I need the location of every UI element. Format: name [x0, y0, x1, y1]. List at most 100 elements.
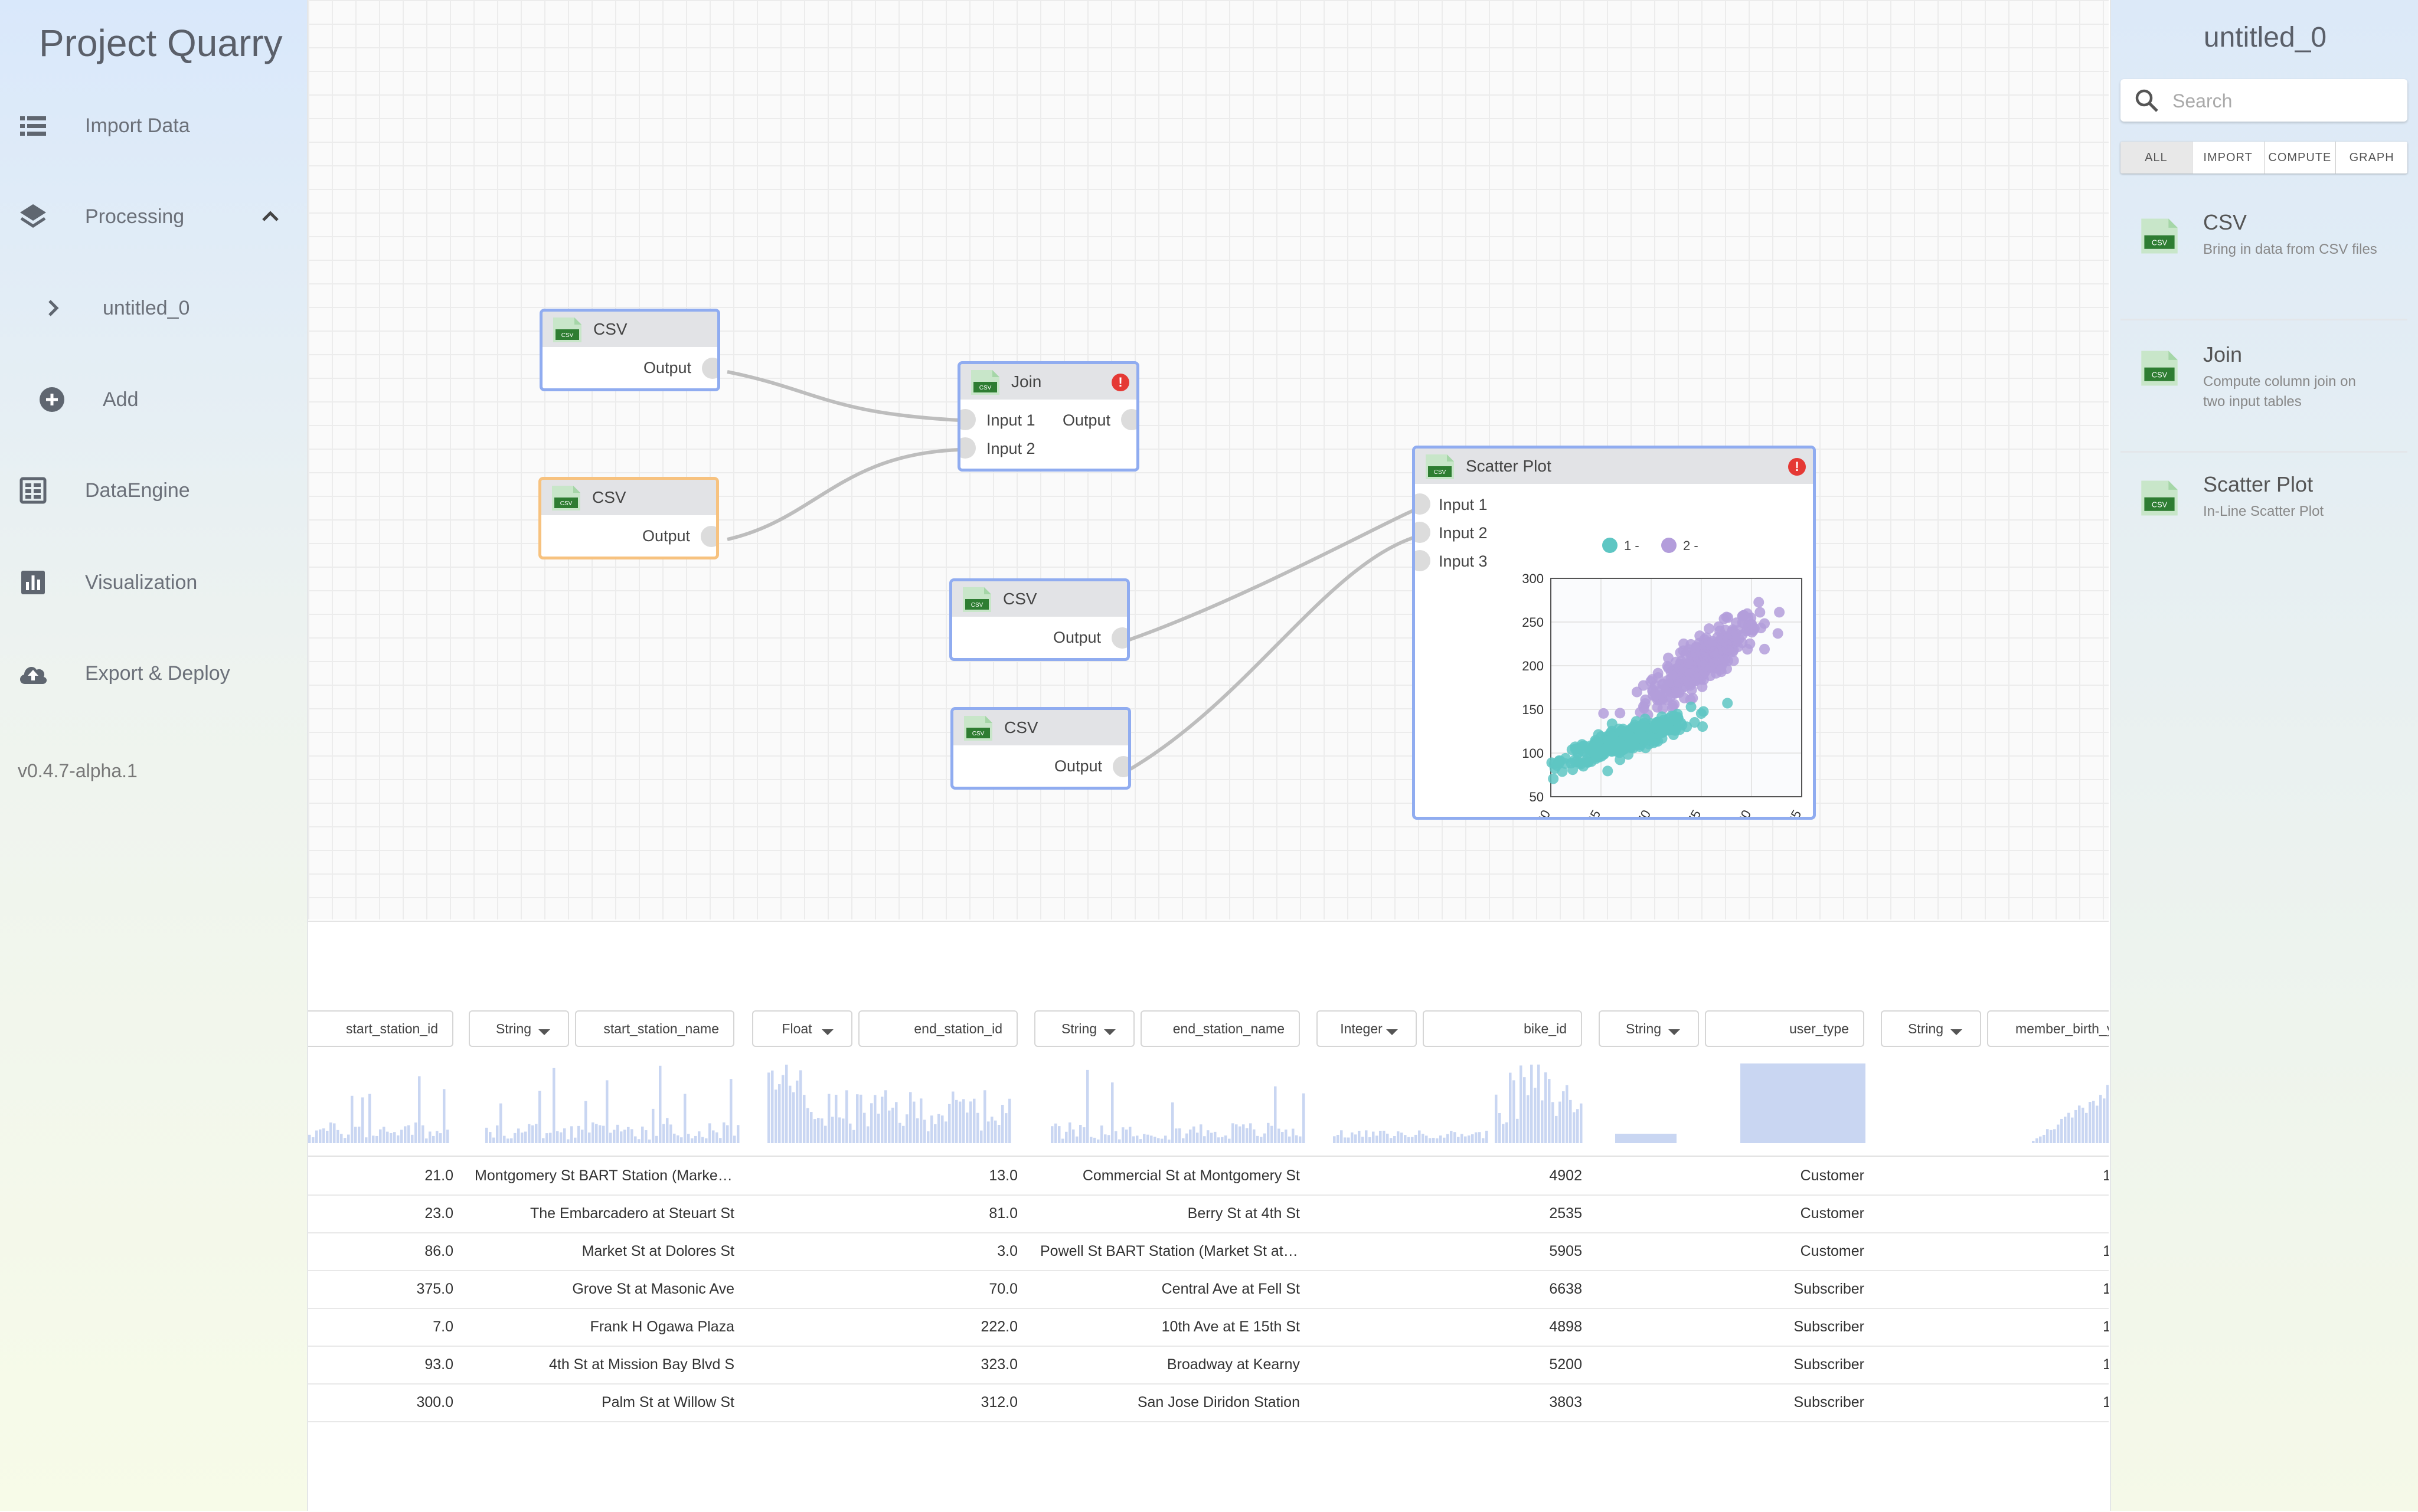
table-row[interactable]: 21.0 Montgomery St BART Station (Market …… [308, 1157, 2109, 1196]
node-header[interactable]: CSV CSV [543, 312, 717, 347]
node-title: CSV [593, 320, 628, 338]
error-icon[interactable]: ! [1788, 458, 1806, 476]
node-header[interactable]: CSV CSV [541, 480, 716, 515]
data-table: start_station_id String start_station_na… [308, 921, 2109, 1512]
scatter-point [1678, 645, 1689, 656]
library-item-description: Compute column join on two input tables [2203, 374, 2356, 410]
column-name-chip[interactable]: bike_id [1423, 1010, 1582, 1047]
table-row[interactable]: 300.0 Palm St at Willow St 312.0 San Jose D… [308, 1383, 2109, 1422]
scatter-point [1669, 725, 1681, 736]
csv-node[interactable]: CSV CSV Output [950, 707, 1131, 790]
table-cell: 2535 [1549, 1205, 1582, 1222]
node-title: CSV [592, 488, 626, 506]
csv-file-icon: CSV [962, 715, 995, 745]
x-tick-label: 75 [1684, 807, 1704, 817]
table-cell: 23.0 [424, 1205, 453, 1222]
column-type-select[interactable]: Float [752, 1010, 852, 1047]
x-tick-label: 70 [1633, 807, 1654, 817]
node-header[interactable]: CSV CSV [952, 581, 1127, 617]
table-cell: 1 [2022, 1243, 2109, 1260]
tab-import[interactable]: IMPORT [2192, 142, 2265, 174]
scatter-point [1598, 708, 1609, 719]
input-port[interactable] [960, 409, 976, 430]
scatter-point [1672, 712, 1684, 723]
table-row[interactable]: 86.0 Market St at Dolores St 3.0 Powell St … [308, 1232, 2109, 1271]
node-header[interactable]: CSV CSV [953, 710, 1128, 745]
svg-text:CSV: CSV [972, 731, 985, 737]
output-port[interactable] [1112, 627, 1127, 649]
add-circle-icon [37, 384, 67, 415]
column-type-select[interactable]: String [1599, 1010, 1699, 1047]
search-input[interactable] [2171, 87, 2398, 114]
csv-node[interactable]: CSV CSV Output [949, 578, 1130, 661]
csv-node[interactable]: CSV CSV Output [540, 309, 720, 391]
svg-text:CSV: CSV [2152, 370, 2168, 379]
column-name-chip[interactable]: member_birth_y [1987, 1010, 2109, 1047]
table-row[interactable]: 7.0 Frank H Ogawa Plaza 222.0 10th Ave at E… [308, 1308, 2109, 1347]
histogram [1333, 1130, 1488, 1143]
column-name-chip[interactable]: user_type [1705, 1010, 1864, 1047]
histogram [767, 1064, 1011, 1143]
column-name-chip[interactable]: end_station_name [1141, 1010, 1300, 1047]
column-name-chip[interactable]: end_station_id [858, 1010, 1018, 1047]
tab-graph[interactable]: GRAPH [2336, 142, 2407, 174]
node-title: CSV [1003, 590, 1037, 608]
scatter-point [1713, 621, 1724, 632]
tab-all[interactable]: ALL [2120, 142, 2192, 174]
table-cell: 70.0 [989, 1281, 1018, 1297]
svg-text:CSV: CSV [979, 385, 992, 391]
column-type-select[interactable]: String [1034, 1010, 1135, 1047]
csv-node-selected[interactable]: CSV CSV Output [538, 477, 719, 559]
search-box[interactable] [2120, 79, 2407, 122]
table-cell: 93.0 [424, 1356, 453, 1373]
library-item-csv[interactable]: CSV CSV Bring in data from CSV files [2120, 189, 2407, 320]
nav-import-data[interactable]: Import Data [0, 96, 307, 155]
port-label: Input 1 [986, 411, 1035, 429]
table-row[interactable]: 93.0 4th St at Mission Bay Blvd S 323.0 Bro… [308, 1346, 2109, 1385]
error-icon[interactable]: ! [1112, 374, 1129, 391]
nav-untitled-0[interactable]: untitled_0 [0, 279, 307, 338]
join-node[interactable]: CSV Join ! Input 1 Input 2 Output [958, 361, 1139, 472]
nav-dataengine[interactable]: DataEngine [0, 461, 307, 520]
column-type-select[interactable]: String [1881, 1010, 1981, 1047]
output-port[interactable] [1121, 409, 1136, 430]
scatter-point [1722, 644, 1733, 656]
column-type-label: String [495, 1020, 532, 1036]
node-canvas[interactable]: CSV CSV Output CSV CSV Output CSV Join !… [308, 0, 2109, 919]
scatter-point [1581, 757, 1593, 768]
scatter-point [1704, 623, 1715, 634]
histogram [308, 1076, 449, 1143]
scatter-point [1774, 607, 1785, 618]
table-cell: 4902 [1549, 1167, 1582, 1184]
column-name-chip[interactable]: start_station_name [575, 1010, 734, 1047]
nav-add[interactable]: Add [0, 370, 307, 429]
output-port[interactable] [701, 526, 716, 547]
column-name-chip[interactable]: start_station_id [308, 1010, 453, 1047]
column-type-select[interactable]: Integer [1316, 1010, 1417, 1047]
chevron-up-icon[interactable] [260, 206, 281, 230]
nav-label: Import Data [85, 114, 190, 137]
output-port[interactable] [1113, 756, 1128, 777]
tab-compute[interactable]: COMPUTE [2264, 142, 2337, 174]
scatter-point [1629, 739, 1640, 750]
output-port[interactable] [702, 358, 717, 379]
layers-icon [18, 201, 48, 232]
scatter-point [1742, 644, 1753, 655]
table-row[interactable]: 23.0 The Embarcadero at Steuart St 81.0 Ber… [308, 1194, 2109, 1233]
node-header[interactable]: CSV Scatter Plot ! [1415, 449, 1813, 484]
scatter-plot-node[interactable]: CSV Scatter Plot ! Input 1 Input 2 Input… [1412, 446, 1816, 820]
library-item-title: Join [2203, 342, 2243, 366]
nav-processing[interactable]: Processing [0, 187, 307, 246]
node-header[interactable]: CSV Join ! [960, 364, 1136, 400]
nav-export-deploy[interactable]: Export & Deploy [0, 644, 307, 703]
library-item-join[interactable]: CSV Join Compute column join on two inpu… [2120, 321, 2407, 453]
search-icon [2135, 89, 2159, 116]
scatter-point [1639, 698, 1651, 709]
input-port[interactable] [960, 437, 976, 459]
nav-visualization[interactable]: Visualization [0, 553, 307, 612]
library-item-scatter-plot[interactable]: CSV Scatter Plot In-Line Scatter Plot [2120, 451, 2407, 581]
legend-label: 1 - [1624, 538, 1639, 553]
column-type-label: String [1907, 1020, 1944, 1036]
table-row[interactable]: 375.0 Grove St at Masonic Ave 70.0 Central … [308, 1270, 2109, 1309]
column-type-select[interactable]: String [469, 1010, 569, 1047]
